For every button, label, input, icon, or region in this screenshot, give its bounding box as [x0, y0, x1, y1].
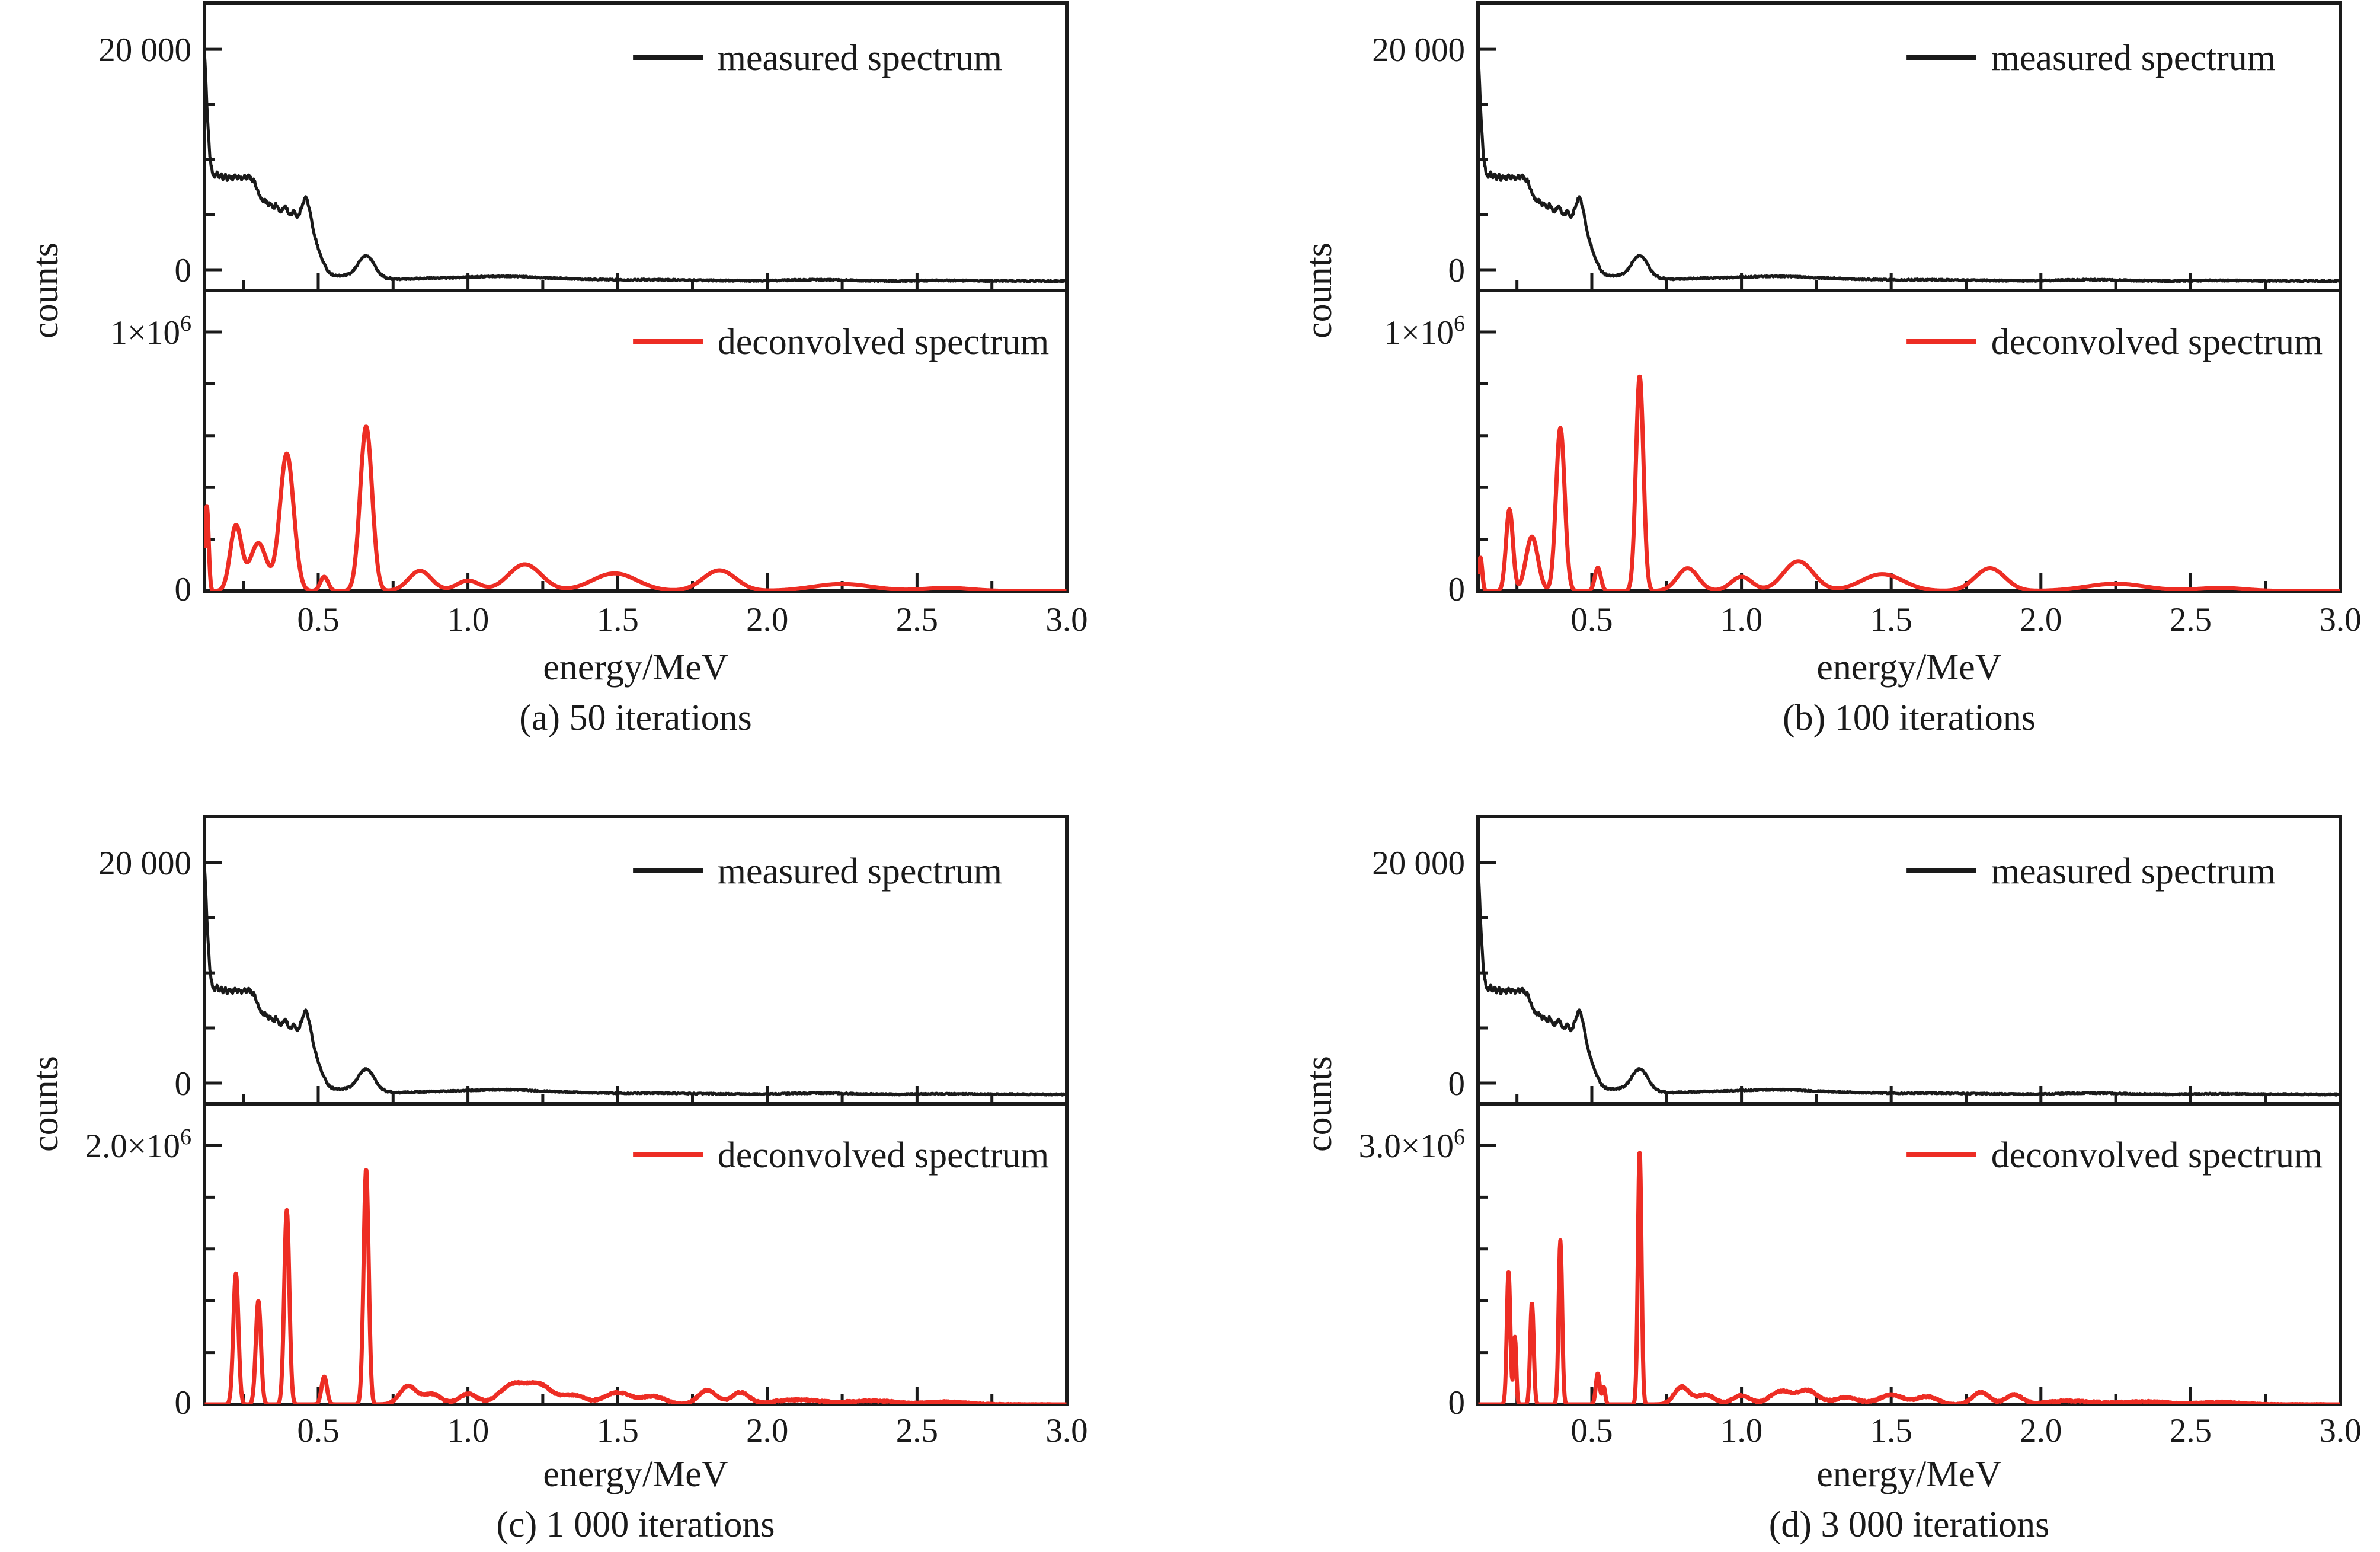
legend-deconvolved-label: deconvolved spectrum: [1991, 322, 2323, 362]
legend-deconvolved-label: deconvolved spectrum: [1991, 1135, 2323, 1176]
deconvolved-spectrum-curve: [204, 424, 1067, 591]
measured-spectrum-curve: [1478, 53, 2340, 283]
deconvolved-subplot-frame: [203, 1102, 1069, 1406]
counts-axis-label: counts: [25, 1056, 66, 1152]
measured-spectrum-curve: [1478, 866, 2340, 1097]
counts-axis-label: counts: [25, 242, 66, 338]
y-major-label-exponent: 6: [180, 311, 191, 336]
x-tick-label-1.0: 1.0: [1720, 601, 1762, 638]
legend-measured-label: measured spectrum: [1991, 38, 2276, 78]
y-zero-label-deconvolved: 0: [175, 571, 192, 608]
x-tick-label-2.5: 2.5: [896, 1412, 938, 1449]
panel-a: 0.5 1.0 1.5 2.0 2.5 3.0 20 000 0 1×106 0 counts ene…: [25, 1, 1088, 738]
measured-spectrum-curve: [204, 866, 1067, 1097]
y-tick-label-measured: 0: [1448, 1065, 1466, 1103]
x-tick-label-3.0: 3.0: [2319, 1412, 2361, 1449]
x-tick-label-0.5: 0.5: [297, 1412, 339, 1449]
x-axis-label: energy/MeV: [543, 1454, 728, 1494]
deconvolved-subplot-frame: [1476, 1102, 2342, 1406]
y-major-label-exponent: 6: [180, 1125, 191, 1149]
x-tick-label-3.0: 3.0: [1045, 1412, 1087, 1449]
deconvolved-subplot-frame: [1476, 289, 2342, 593]
x-tick-label-0.5: 0.5: [297, 601, 339, 638]
legend-deconvolved-label: deconvolved spectrum: [718, 322, 1050, 362]
x-axis-label: energy/MeV: [1816, 1454, 2001, 1494]
x-tick-label-2.0: 2.0: [2020, 601, 2062, 638]
x-tick-label-1.5: 1.5: [1870, 1412, 1912, 1449]
panel-b: 0.5 1.0 1.5 2.0 2.5 3.0 20 000 0 1×106 0 counts ene…: [1299, 1, 2362, 738]
legend-measured-label: measured spectrum: [718, 38, 1002, 78]
x-tick-label-0.5: 0.5: [1570, 1412, 1613, 1449]
panel-caption: (d) 3 000 iterations: [1769, 1505, 2050, 1545]
x-tick-label-1.5: 1.5: [597, 601, 639, 638]
panel-caption: (b) 100 iterations: [1783, 698, 2036, 738]
x-axis-label: energy/MeV: [543, 647, 728, 688]
x-tick-label-3.0: 3.0: [1045, 601, 1087, 638]
deconvolved-spectrum-curve: [204, 1168, 1067, 1404]
x-tick-label-2.0: 2.0: [746, 601, 788, 638]
panel-c: 0.5 1.0 1.5 2.0 2.5 3.0 20 000 0 2.0×106 0 counts e…: [25, 815, 1088, 1545]
x-tick-label-2.5: 2.5: [2170, 601, 2212, 638]
y-tick-label-measured: 20 000: [1372, 31, 1465, 69]
x-tick-label-3.0: 3.0: [2319, 601, 2361, 638]
panel-caption: (a) 50 iterations: [519, 698, 752, 738]
y-tick-label-measured: 0: [175, 1065, 192, 1103]
counts-axis-label: counts: [1299, 1056, 1339, 1152]
y-tick-label-measured: 0: [1448, 252, 1466, 289]
x-tick-label-1.5: 1.5: [1870, 601, 1912, 638]
y-tick-label-measured: 0: [175, 252, 192, 289]
measured-spectrum-curve: [204, 53, 1067, 283]
legend-measured-label: measured spectrum: [718, 851, 1002, 892]
y-tick-label-measured: 20 000: [98, 31, 191, 69]
counts-axis-label: counts: [1299, 242, 1339, 338]
legend-measured-label: measured spectrum: [1991, 851, 2276, 892]
panel-caption: (c) 1 000 iterations: [496, 1505, 775, 1545]
y-zero-label-deconvolved: 0: [1448, 571, 1466, 608]
deconvolved-spectrum-curve: [1478, 1151, 2340, 1404]
x-tick-label-1.0: 1.0: [1720, 1412, 1762, 1449]
deconvolved-spectrum-curve: [1478, 374, 2340, 591]
x-tick-label-0.5: 0.5: [1570, 601, 1613, 638]
x-tick-label-1.0: 1.0: [447, 1412, 489, 1449]
y-major-label-exponent: 6: [1454, 1125, 1465, 1149]
y-major-label-exponent: 6: [1454, 311, 1465, 336]
y-major-label-deconvolved: 1×106: [1384, 311, 1465, 352]
x-tick-label-1.0: 1.0: [447, 601, 489, 638]
y-major-label-deconvolved: 3.0×106: [1359, 1125, 1465, 1165]
y-major-label-deconvolved: 2.0×106: [85, 1125, 191, 1165]
y-major-label-deconvolved: 1×106: [110, 311, 191, 352]
x-tick-label-2.5: 2.5: [896, 601, 938, 638]
x-tick-label-1.5: 1.5: [597, 1412, 639, 1449]
y-zero-label-deconvolved: 0: [175, 1384, 192, 1422]
x-tick-label-2.0: 2.0: [2020, 1412, 2062, 1449]
y-zero-label-deconvolved: 0: [1448, 1384, 1466, 1422]
x-tick-label-2.5: 2.5: [2170, 1412, 2212, 1449]
y-tick-label-measured: 20 000: [1372, 845, 1465, 882]
x-axis-label: energy/MeV: [1816, 647, 2001, 688]
deconvolved-subplot-frame: [203, 289, 1069, 593]
x-tick-label-2.0: 2.0: [746, 1412, 788, 1449]
y-tick-label-measured: 20 000: [98, 845, 191, 882]
panel-d: 0.5 1.0 1.5 2.0 2.5 3.0 20 000 0 3.0×106 0 counts e…: [1299, 815, 2362, 1545]
legend-deconvolved-label: deconvolved spectrum: [718, 1135, 1050, 1176]
